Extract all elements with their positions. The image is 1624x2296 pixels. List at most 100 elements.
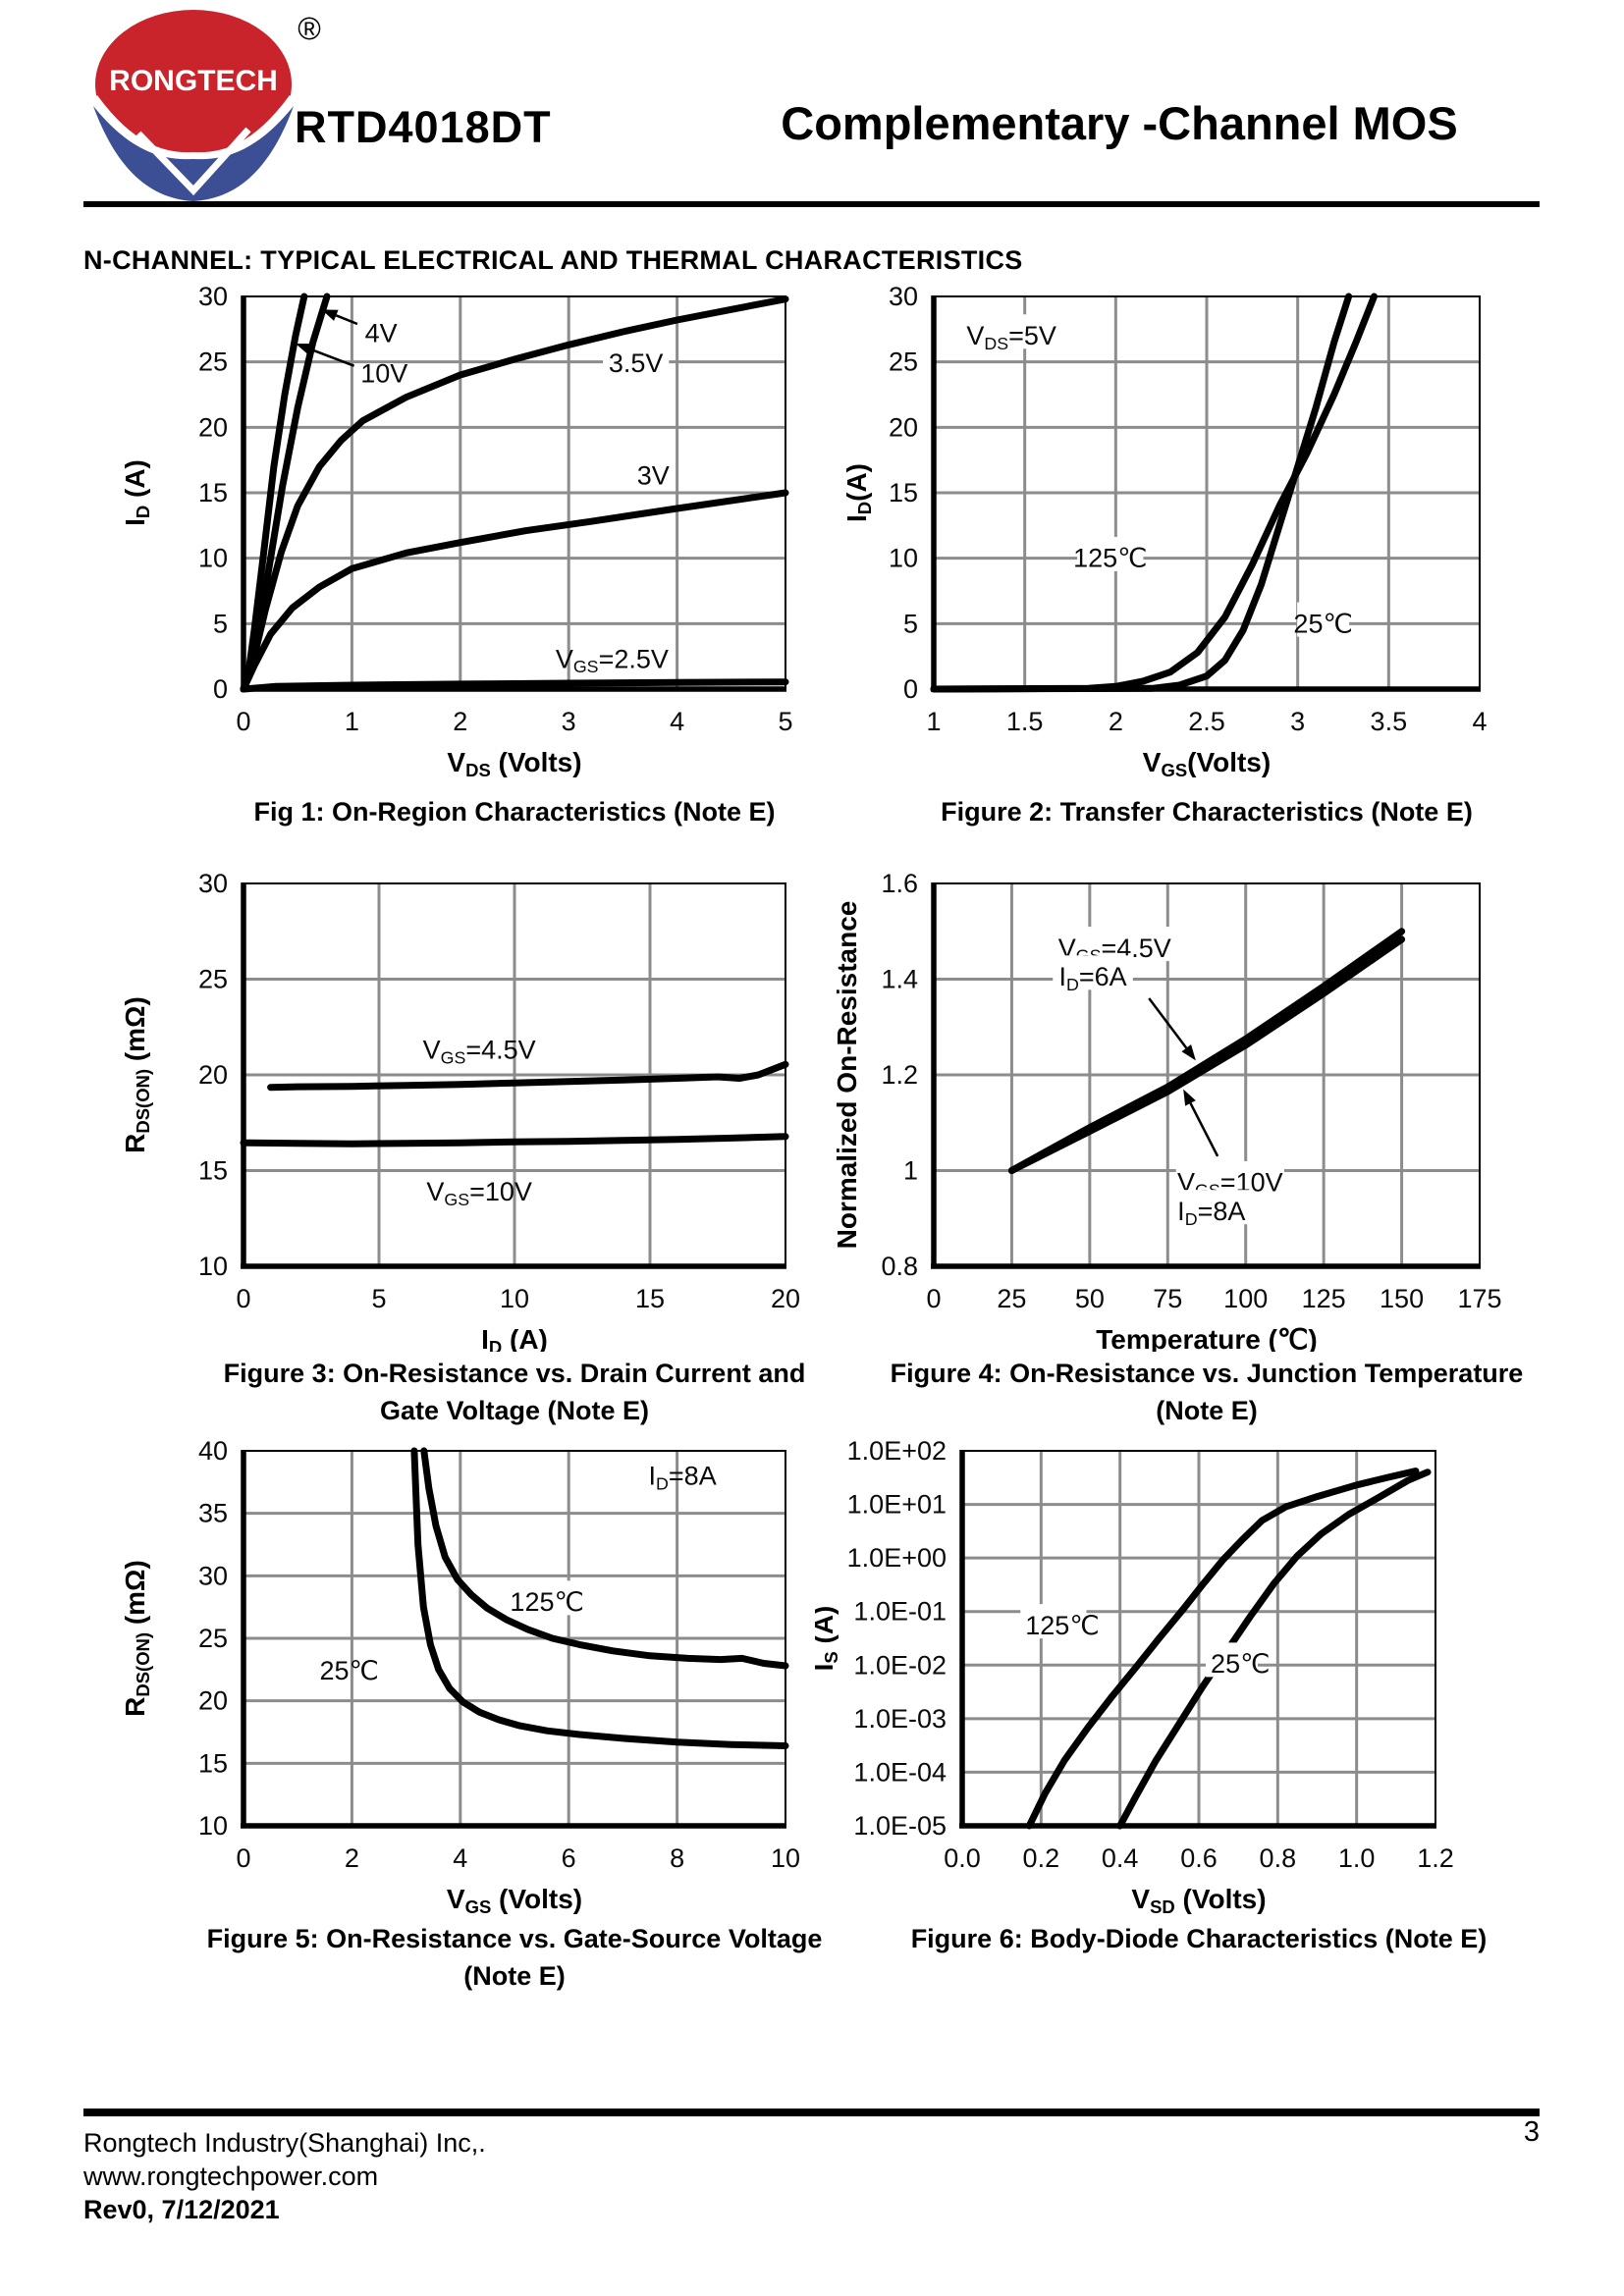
y-axis-label: RDS(ON) (mΩ) bbox=[120, 996, 153, 1153]
x-tick-label: 0.2 bbox=[1023, 1843, 1060, 1873]
y-tick-label: 25 bbox=[198, 1624, 228, 1653]
annotation-label: VGS=4.5V bbox=[423, 1036, 536, 1068]
x-tick-label: 25 bbox=[997, 1284, 1026, 1313]
footer-divider bbox=[83, 2109, 1540, 2116]
y-tick-label: 40 bbox=[198, 1441, 228, 1466]
y-tick-label: 30 bbox=[198, 869, 228, 898]
annotation-bg bbox=[1297, 602, 1350, 637]
annotation-label: 25℃ bbox=[1211, 1649, 1270, 1679]
curve-125C bbox=[1025, 1468, 1420, 1830]
x-tick-label: 150 bbox=[1380, 1284, 1424, 1313]
rongtech-logo: RONGTECH ® bbox=[88, 10, 321, 201]
curve-b bbox=[1007, 935, 1406, 1174]
fig1-caption: Fig 1: On-Region Characteristics (Note E… bbox=[190, 793, 839, 830]
x-tick-label: 5 bbox=[371, 1284, 386, 1313]
fig3-caption-line-2: Gate Voltage (Note E) bbox=[379, 1396, 650, 1425]
annotation-bg bbox=[961, 314, 1056, 349]
fig3-caption-line-1: Figure 3: On-Resistance vs. Drain Curren… bbox=[223, 1359, 806, 1388]
annotation-bg bbox=[1077, 536, 1144, 571]
footer-website: www.rongtechpower.com bbox=[83, 2162, 379, 2191]
annotation-bg bbox=[514, 1580, 580, 1616]
y-tick-label: 1.0E-04 bbox=[853, 1757, 947, 1787]
fig3-plot: 10 15 20 25 30 0 5 10 15 20 ID (A) RDS(ON) (mΩ) VGS=… bbox=[120, 869, 800, 1352]
annotation-bg bbox=[603, 342, 670, 377]
y-tick-label: 10 bbox=[198, 1811, 228, 1841]
x-tick-label: 1.5 bbox=[1006, 707, 1044, 736]
x-tick-label: 1 bbox=[345, 707, 359, 736]
fig2-caption: Figure 2: Transfer Characteristics (Note… bbox=[883, 793, 1531, 830]
y-tick-label: 10 bbox=[198, 544, 228, 573]
fig6-caption: Figure 6: Body-Diode Characteristics (No… bbox=[875, 1920, 1523, 1957]
y-tick-label: 5 bbox=[213, 609, 228, 638]
y-tick-label: 25 bbox=[198, 965, 228, 994]
annotation-label: ID=8A bbox=[649, 1461, 717, 1493]
curve-125C bbox=[420, 1447, 789, 1670]
curve-VGS=3V bbox=[240, 489, 789, 693]
fig4-caption: Figure 4: On-Resistance vs. Junction Tem… bbox=[883, 1355, 1531, 1429]
fig1-caption-line-1: Fig 1: On-Region Characteristics (Note E… bbox=[253, 797, 776, 827]
annotation-bg bbox=[1054, 927, 1176, 962]
fig2-caption-line-1: Figure 2: Transfer Characteristics (Note… bbox=[941, 797, 1473, 827]
x-tick-label: 0 bbox=[236, 1843, 250, 1873]
annotation-label: 3.5V bbox=[609, 348, 664, 378]
fig4-plot: 0.8 1 1.2 1.4 1.6 0 25 50 75 100 125 150 175 Temperat… bbox=[832, 869, 1502, 1352]
x-axis-label: VGS(Volts) bbox=[1143, 747, 1271, 780]
y-tick-label: 10 bbox=[198, 1252, 228, 1281]
y-tick-label: 30 bbox=[889, 285, 918, 311]
y-tick-label: 1.0E+00 bbox=[847, 1543, 947, 1573]
x-tick-label: 4 bbox=[1472, 707, 1487, 736]
y-tick-label: 1.0E-01 bbox=[853, 1597, 947, 1627]
y-tick-label: 10 bbox=[889, 544, 918, 573]
document-title: Complementary -Channel MOS bbox=[781, 97, 1458, 149]
annotation-label: 4V bbox=[365, 318, 398, 347]
annotation-bg bbox=[1053, 955, 1133, 990]
figure-3-rdson-vs-current-chart: 10 15 20 25 30 0 5 10 15 20 ID (A) RDS(ON) (mΩ) VGS=… bbox=[83, 869, 830, 1425]
section-title: N-CHANNEL: TYPICAL ELECTRICAL AND THERMA… bbox=[83, 245, 1023, 275]
curve-VGS=4.5V bbox=[267, 1060, 789, 1092]
y-tick-label: 20 bbox=[198, 1060, 228, 1090]
x-axis-label: VSD (Volts) bbox=[1131, 1884, 1266, 1917]
x-tick-label: 125 bbox=[1302, 1284, 1346, 1313]
annotation-label: 3V bbox=[637, 461, 670, 491]
figure-6-body-diode-chart: 1.0E+02 1.0E+01 1.0E+00 1.0E-01 1.0E-02 1.0E-… bbox=[815, 1441, 1561, 1953]
x-tick-label: 0 bbox=[236, 707, 250, 736]
annotation-label: VGS=2.5V bbox=[556, 644, 669, 676]
x-tick-label: 2 bbox=[345, 1843, 359, 1873]
annotation-bg bbox=[1206, 1642, 1258, 1678]
logo-blue-swoosh bbox=[93, 106, 294, 201]
x-tick-label: 75 bbox=[1153, 1284, 1182, 1313]
annotation-label: ID=6A bbox=[1058, 962, 1126, 994]
figure-4-rdson-vs-temperature-chart: 0.8 1 1.2 1.4 1.6 0 25 50 75 100 125 150 175 Temperat… bbox=[815, 869, 1561, 1425]
y-tick-label: 20 bbox=[198, 412, 228, 442]
y-axis-label: Normalized On-Resistance bbox=[832, 901, 862, 1250]
x-tick-label: 2 bbox=[1109, 707, 1123, 736]
x-tick-label: 1 bbox=[926, 707, 941, 736]
y-tick-label: 20 bbox=[889, 412, 918, 442]
annotation-label: VDS=5V bbox=[966, 321, 1056, 353]
logo-white-wave bbox=[88, 95, 298, 163]
annotation-arrowhead bbox=[321, 309, 339, 321]
fig3-caption: Figure 3: On-Resistance vs. Drain Curren… bbox=[190, 1355, 839, 1429]
x-tick-label: 2 bbox=[453, 707, 467, 736]
y-axis-label: ID(A) bbox=[841, 463, 875, 522]
y-tick-label: 0 bbox=[213, 674, 228, 704]
annotation-label: VGS=10V bbox=[426, 1177, 532, 1209]
x-tick-label: 10 bbox=[771, 1843, 800, 1873]
fig4-caption-line-1: Figure 4: On-Resistance vs. Junction Tem… bbox=[890, 1359, 1524, 1388]
x-tick-label: 4 bbox=[670, 707, 684, 736]
y-tick-label: 1.0E+01 bbox=[847, 1490, 947, 1520]
curve-25C bbox=[930, 293, 1353, 693]
x-tick-label: 2.5 bbox=[1188, 707, 1225, 736]
fig6-plot: 1.0E+02 1.0E+01 1.0E+00 1.0E-01 1.0E-02 1.0E-… bbox=[815, 1441, 1454, 1917]
annotation-label: 25℃ bbox=[1293, 609, 1352, 638]
curve-25C bbox=[410, 1447, 789, 1749]
x-tick-label: 0.4 bbox=[1102, 1843, 1139, 1873]
x-tick-label: 3 bbox=[562, 707, 576, 736]
annotation-bg bbox=[634, 454, 673, 489]
x-tick-label: 100 bbox=[1223, 1284, 1268, 1313]
curve-25C bbox=[1116, 1468, 1432, 1830]
annotation-arrow-line bbox=[335, 314, 358, 326]
figure-2-transfer-chart: 0 5 10 15 20 25 30 1 1.5 2 2.5 3 3.5 4 VGS(Volts) ID(A)… bbox=[815, 285, 1561, 827]
y-tick-label: 15 bbox=[198, 478, 228, 507]
